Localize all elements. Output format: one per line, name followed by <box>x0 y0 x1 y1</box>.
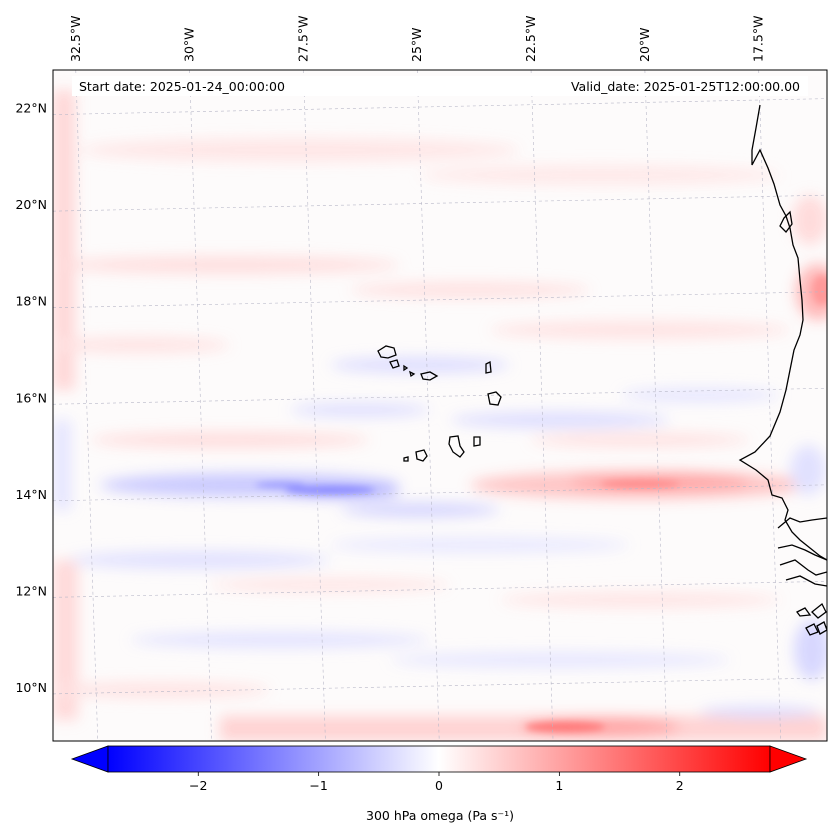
longitude-labels: 32.5°W 30°W 27.5°W 25°W 22.5°W 20°W 17.5°W <box>68 16 766 62</box>
colorbar: −2 −1 0 1 2 300 hPa omega (Pa s⁻¹) <box>70 745 808 823</box>
lat-tick-label: 10°N <box>15 680 47 695</box>
colorbar-bar <box>107 745 771 773</box>
lat-tick-label: 12°N <box>15 583 47 598</box>
valid-date-label: Valid_date: 2025-01-25T12:00:00.00 <box>571 79 800 94</box>
graticule <box>53 70 827 741</box>
colorbar-tick-label: 2 <box>676 778 684 793</box>
meridian-gridline <box>189 70 212 741</box>
colorbar-label: 300 hPa omega (Pa s⁻¹) <box>366 808 514 823</box>
map-panel: Start date: 2025-01-24_00:00:00 Valid_da… <box>52 69 828 742</box>
meridian-gridline <box>758 70 782 741</box>
meridian-gridline <box>75 70 99 741</box>
meridian-gridline <box>644 70 668 741</box>
lat-tick-label: 16°N <box>15 390 47 405</box>
colorbar-ticks: −2 −1 0 1 2 <box>189 772 684 793</box>
date-header-box <box>72 76 808 96</box>
lon-tick-label: 25°W <box>409 27 424 62</box>
colorbar-tick-label: −1 <box>309 778 327 793</box>
lon-tick-label: 27.5°W <box>295 16 310 62</box>
colorbar-tick-label: 0 <box>435 778 443 793</box>
lon-tick-label: 20°W <box>637 27 652 62</box>
start-date-label: Start date: 2025-01-24_00:00:00 <box>79 79 285 94</box>
meridian-gridline <box>530 70 554 741</box>
meridian-gridline <box>416 70 440 741</box>
lat-tick-label: 20°N <box>15 197 47 212</box>
omega-field <box>53 90 827 741</box>
lon-tick-label: 22.5°W <box>523 16 538 62</box>
latitude-labels: 22°N 20°N 18°N 16°N 14°N 12°N 10°N <box>15 101 47 695</box>
coastline <box>738 104 827 636</box>
lon-tick-label: 17.5°W <box>751 16 766 62</box>
lon-tick-label: 32.5°W <box>68 16 83 62</box>
colorbar-extend-high <box>769 745 808 773</box>
lat-tick-label: 14°N <box>15 487 47 502</box>
colorbar-tick-label: −2 <box>189 778 207 793</box>
lat-tick-label: 18°N <box>15 294 47 309</box>
meridian-gridline <box>303 70 326 741</box>
cape-verde-islands <box>377 345 502 462</box>
colorbar-tick-label: 1 <box>555 778 563 793</box>
lon-tick-label: 30°W <box>182 27 197 62</box>
colorbar-extend-low <box>70 745 109 773</box>
lat-tick-label: 22°N <box>15 101 47 116</box>
